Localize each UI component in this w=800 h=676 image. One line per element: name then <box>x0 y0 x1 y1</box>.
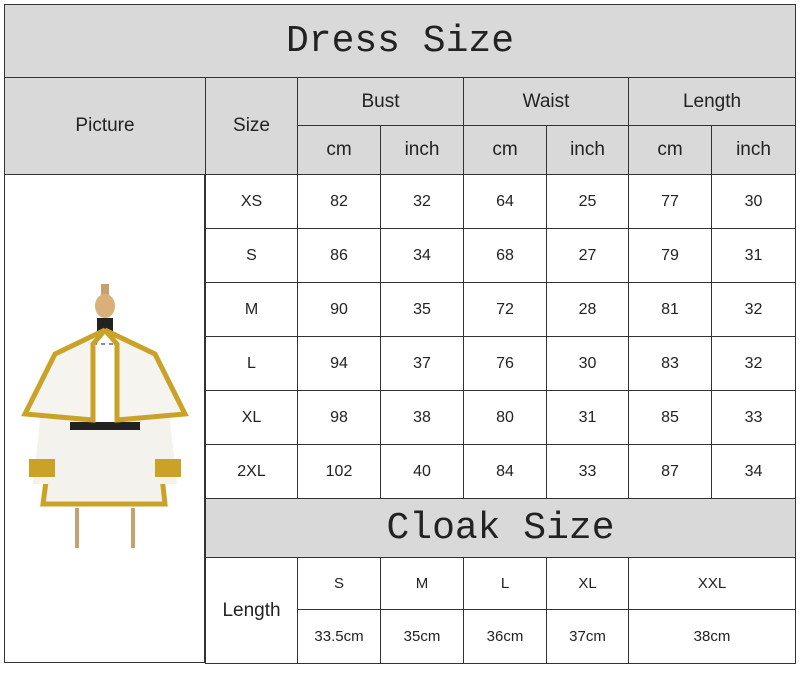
cloak-length: 36cm <box>463 609 547 664</box>
table-cell-length-cm: 85 <box>628 390 712 445</box>
table-cell-length-cm: 77 <box>628 174 712 229</box>
table-cell-length-in: 32 <box>711 282 796 337</box>
table-cell-length-cm: 79 <box>628 228 712 283</box>
table-cell-bust-in: 32 <box>380 174 464 229</box>
cloak-length: 37cm <box>546 609 629 664</box>
cloak-length: 35cm <box>380 609 464 664</box>
costume-picture <box>4 174 205 663</box>
table-cell-bust-cm: 102 <box>297 444 381 499</box>
header-size: Size <box>205 77 298 175</box>
table-cell-length-in: 33 <box>711 390 796 445</box>
dress-size-title: Dress Size <box>4 4 796 78</box>
table-cell-bust-in: 38 <box>380 390 464 445</box>
table-cell-waist-cm: 80 <box>463 390 547 445</box>
table-cell-bust-cm: 86 <box>297 228 381 283</box>
cloak-length: 38cm <box>628 609 796 664</box>
table-cell-length-in: 34 <box>711 444 796 499</box>
header-unit: inch <box>711 125 796 175</box>
table-cell-waist-in: 31 <box>546 390 629 445</box>
table-cell-waist-in: 27 <box>546 228 629 283</box>
cloak-size-title: Cloak Size <box>205 498 796 558</box>
header-unit: cm <box>463 125 547 175</box>
header-unit: cm <box>628 125 712 175</box>
table-cell-size: XL <box>205 390 298 445</box>
table-cell-length-in: 31 <box>711 228 796 283</box>
header-unit: inch <box>380 125 464 175</box>
table-cell-length-cm: 83 <box>628 336 712 391</box>
table-cell-bust-in: 37 <box>380 336 464 391</box>
cloak-size: XXL <box>628 557 796 610</box>
table-cell-waist-cm: 64 <box>463 174 547 229</box>
table-cell-bust-cm: 98 <box>297 390 381 445</box>
cloak-length: 33.5cm <box>297 609 381 664</box>
table-cell-size: XS <box>205 174 298 229</box>
table-cell-length-in: 30 <box>711 174 796 229</box>
table-cell-bust-cm: 90 <box>297 282 381 337</box>
dress-illustration <box>20 283 189 548</box>
table-cell-waist-cm: 68 <box>463 228 547 283</box>
table-cell-bust-cm: 94 <box>297 336 381 391</box>
header-unit: inch <box>546 125 629 175</box>
table-cell-size: M <box>205 282 298 337</box>
header-length: Length <box>628 77 796 126</box>
table-cell-bust-in: 34 <box>380 228 464 283</box>
table-cell-waist-cm: 76 <box>463 336 547 391</box>
table-cell-bust-in: 40 <box>380 444 464 499</box>
header-unit: cm <box>297 125 381 175</box>
table-cell-size: S <box>205 228 298 283</box>
header-bust: Bust <box>297 77 464 126</box>
table-cell-waist-cm: 84 <box>463 444 547 499</box>
table-cell-waist-in: 25 <box>546 174 629 229</box>
table-cell-length-in: 32 <box>711 336 796 391</box>
table-cell-waist-in: 33 <box>546 444 629 499</box>
table-cell-length-cm: 81 <box>628 282 712 337</box>
table-cell-size: L <box>205 336 298 391</box>
table-cell-length-cm: 87 <box>628 444 712 499</box>
table-cell-size: 2XL <box>205 444 298 499</box>
cloak-size: XL <box>546 557 629 610</box>
cloak-size: L <box>463 557 547 610</box>
cloak-size: S <box>297 557 381 610</box>
header-picture: Picture <box>4 77 206 175</box>
header-waist: Waist <box>463 77 629 126</box>
table-cell-waist-in: 28 <box>546 282 629 337</box>
cloak-length-label: Length <box>205 557 298 664</box>
table-cell-waist-cm: 72 <box>463 282 547 337</box>
table-cell-bust-cm: 82 <box>297 174 381 229</box>
table-cell-bust-in: 35 <box>380 282 464 337</box>
table-cell-waist-in: 30 <box>546 336 629 391</box>
cloak-size: M <box>380 557 464 610</box>
